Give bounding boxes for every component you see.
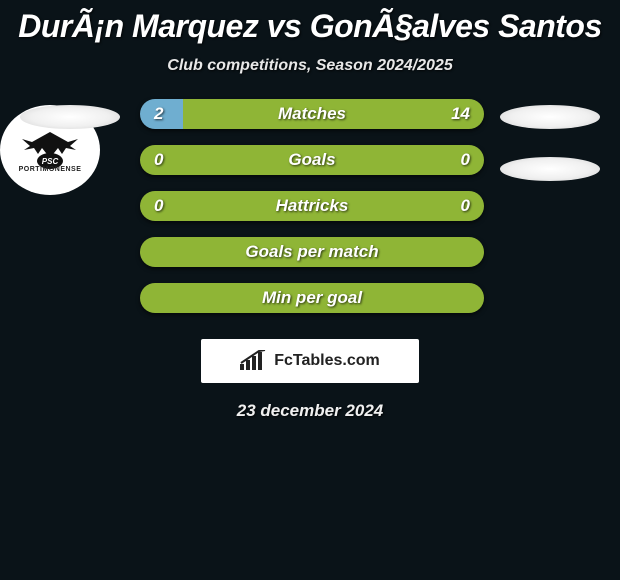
- stat-bar-right: [140, 237, 484, 267]
- stat-row-matches: Matches214: [140, 99, 484, 129]
- branding-box: FcTables.com: [201, 339, 419, 383]
- stat-row-min-per-goal: Min per goal: [140, 283, 484, 313]
- eagle-crest-icon: PSC: [20, 128, 80, 170]
- team-badge-label: PORTIMONENSE: [19, 166, 82, 173]
- team-badge-right-2: [500, 157, 600, 181]
- stat-value-left: 0: [154, 191, 163, 221]
- date-label: 23 december 2024: [0, 401, 620, 421]
- page-title: DurÃ¡n Marquez vs GonÃ§alves Santos: [0, 8, 620, 45]
- page-subtitle: Club competitions, Season 2024/2025: [0, 57, 620, 75]
- stat-value-left: 2: [154, 99, 163, 129]
- stat-row-goals: Goals00: [140, 145, 484, 175]
- branding-text: FcTables.com: [274, 352, 380, 370]
- stat-value-right: 14: [451, 99, 470, 129]
- stat-value-right: 0: [461, 191, 470, 221]
- stat-row-goals-per-match: Goals per match: [140, 237, 484, 267]
- team-badge-right-1: [500, 105, 600, 129]
- stat-value-left: 0: [154, 145, 163, 175]
- stat-row-hattricks: Hattricks00: [140, 191, 484, 221]
- stats-bars: Matches214Goals00Hattricks00Goals per ma…: [140, 99, 484, 329]
- comparison-layout: PSC PORTIMONENSE Matches214Goals00Hattri…: [0, 105, 620, 195]
- svg-text:PSC: PSC: [42, 157, 59, 166]
- bar-chart-icon: [240, 350, 268, 372]
- stat-bar-right: [140, 191, 484, 221]
- team-badge-left-1: [20, 105, 120, 129]
- stat-value-right: 0: [461, 145, 470, 175]
- stat-bar-right: [140, 145, 484, 175]
- stat-bar-right: [140, 283, 484, 313]
- stat-bar-right: [183, 99, 484, 129]
